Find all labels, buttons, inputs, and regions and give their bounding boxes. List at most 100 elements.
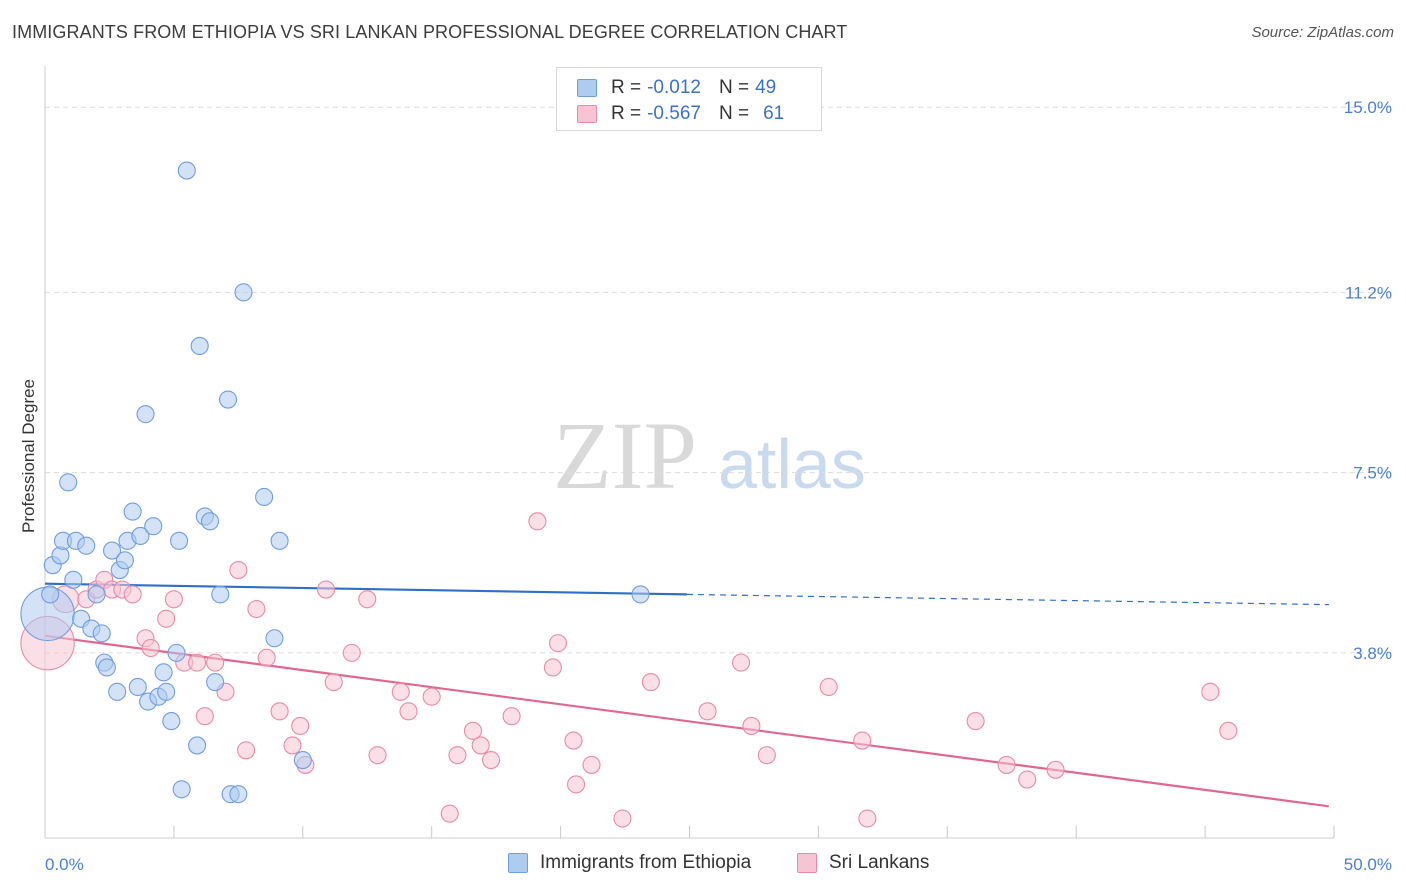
y-tick-label: 11.2% (1345, 283, 1392, 302)
x-tick-labels: 0.0% 50.0% (45, 855, 1392, 874)
ethiopia-point (265, 629, 284, 648)
ethiopia-point (172, 780, 191, 799)
srilanka-point (141, 638, 160, 658)
legend-item-srilanka: Sri Lankans (797, 852, 929, 874)
ethiopia-trend-line (44, 582, 687, 596)
legend-swatch-srilanka (797, 853, 817, 873)
ethiopia-point (59, 473, 78, 492)
legend-swatch-srilanka (577, 105, 597, 123)
ethiopia-point (255, 487, 274, 507)
srilanka-point (164, 590, 183, 609)
srilanka-point (237, 741, 256, 760)
legend-label-ethiopia: Immigrants from Ethiopia (540, 852, 752, 873)
srilanka-point (528, 512, 547, 531)
y-axis-label: Professional Degree (19, 379, 38, 533)
ethiopia-point (123, 502, 142, 521)
legend-r-value-ethiopia: -0.012 (647, 77, 701, 98)
ethiopia-point (108, 682, 127, 701)
legend-swatch-ethiopia (508, 853, 528, 873)
srilanka-point (613, 809, 632, 828)
ethiopia-point (102, 541, 122, 560)
series-legend: Immigrants from Ethiopia Sri Lankans (0, 852, 1406, 878)
legend-n-value-ethiopia: 49 (755, 77, 777, 98)
ethiopia-point (92, 624, 111, 643)
srilanka-point (543, 658, 562, 677)
srilanka-point (582, 755, 601, 774)
legend-r-label: R = (611, 103, 642, 124)
srilanka-point (257, 648, 276, 667)
srilanka-point (368, 746, 387, 765)
srilanka-point (399, 702, 418, 721)
y-tick-label: 15.0% (1344, 98, 1392, 117)
srilanka-point (206, 653, 225, 672)
srilanka-point (966, 712, 985, 731)
ethiopia-point (97, 658, 116, 677)
ethiopia-point (188, 736, 207, 755)
srilanka-point (270, 702, 289, 721)
ethiopia-point (162, 712, 181, 731)
ethiopia-point (229, 785, 248, 804)
srilanka-point (448, 746, 467, 765)
ethiopia-point (87, 585, 106, 604)
legend-n-label: N = (718, 103, 750, 124)
legend-row-srilanka: R = -0.567 N = 61 (577, 102, 784, 126)
ethiopia-point (167, 643, 186, 662)
legend-swatch-ethiopia (577, 79, 597, 97)
srilanka-point (502, 707, 521, 726)
ethiopia-point (115, 551, 134, 570)
ethiopia-point (157, 682, 176, 701)
srilanka-point (342, 643, 361, 662)
ethiopia-point (154, 663, 173, 682)
srilanka-point (481, 751, 501, 770)
ethiopia-point (234, 283, 253, 302)
legend-r-value-srilanka: -0.567 (647, 103, 701, 124)
data-points (20, 161, 1238, 828)
srilanka-point (548, 634, 568, 653)
legend-n-label: N = (718, 77, 750, 98)
ethiopia-point (200, 512, 220, 531)
srilanka-point (819, 677, 838, 697)
srilanka-point (422, 687, 441, 706)
ethiopia-point (211, 585, 230, 604)
srilanka-point (291, 716, 310, 735)
ethiopia-point (128, 677, 147, 697)
srilanka-point (123, 585, 142, 604)
ethiopia-point (77, 536, 96, 555)
ethiopia-point (64, 570, 83, 589)
ethiopia-point (131, 526, 150, 545)
y-tick-labels: 3.8% 7.5% 11.2% 15.0% (1344, 98, 1392, 663)
srilanka-trend-line (44, 634, 1329, 808)
ethiopia-point (144, 517, 163, 536)
srilanka-point (641, 673, 660, 692)
srilanka-point (567, 775, 586, 794)
srilanka-point (757, 746, 776, 765)
srilanka-point (316, 580, 336, 599)
srilanka-point (1018, 770, 1037, 789)
srilanka-point (324, 673, 343, 692)
legend-r-label: R = (611, 77, 642, 98)
trend-lines (44, 582, 1329, 808)
ethiopia-point (631, 585, 650, 604)
srilanka-point (247, 599, 266, 619)
srilanka-point (391, 682, 410, 701)
ethiopia-point (170, 531, 189, 550)
srilanka-point (188, 653, 207, 672)
x-tick-label-max: 50.0% (1344, 855, 1392, 874)
srilanka-point (564, 731, 583, 750)
srilanka-point (997, 755, 1016, 774)
axes (44, 66, 1335, 839)
srilanka-point (283, 736, 302, 755)
stats-legend: R = -0.012 N = 49 R = -0.567 N = 61 (556, 67, 822, 131)
legend-row-ethiopia: R = -0.012 N = 49 (577, 76, 776, 100)
srilanka-point (229, 561, 248, 580)
x-tick-label-min: 0.0% (45, 855, 84, 874)
legend-item-ethiopia: Immigrants from Ethiopia (508, 852, 751, 874)
ethiopia-trend-extension (686, 593, 1329, 606)
ethiopia-point (270, 531, 289, 550)
srilanka-point (440, 804, 459, 823)
srilanka-point (463, 721, 482, 740)
y-tick-label: 7.5% (1353, 464, 1392, 483)
ethiopia-point (190, 336, 209, 355)
srilanka-point (1046, 760, 1065, 779)
